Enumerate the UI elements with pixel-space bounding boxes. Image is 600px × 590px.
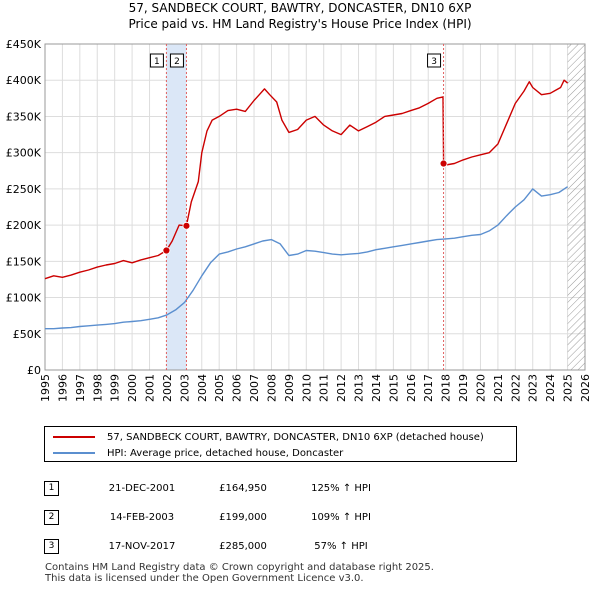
table-row: 1 21-DEC-2001 £164,950 125% ↑ HPI [42,474,396,503]
x-tick-label: 2001 [144,374,157,402]
transaction-number-badge: 1 [44,481,59,496]
transaction-point [162,246,171,255]
chart-title-line2: Price paid vs. HM Land Registry's House … [128,17,472,31]
x-tick-label: 2000 [126,374,139,402]
x-tick-label: 2018 [440,374,453,402]
x-tick-label: 2014 [370,374,383,402]
legend-label-property: 57, SANDBECK COURT, BAWTRY, DONCASTER, D… [107,431,484,443]
legend-item-property: 57, SANDBECK COURT, BAWTRY, DONCASTER, D… [53,429,484,445]
legend-item-hpi: HPI: Average price, detached house, Donc… [53,445,343,461]
transaction-price: £199,000 [219,512,267,523]
y-tick-label: £50K [13,328,42,341]
x-tick-label: 2006 [231,374,244,402]
y-tick-label: £350K [6,110,42,123]
x-tick-label: 2003 [178,374,191,402]
x-tick-label: 2024 [544,374,557,402]
x-tick-label: 2025 [562,374,575,402]
plot-area [45,44,585,370]
y-tick-label: £200K [6,219,42,232]
sale-period-shade [166,44,187,370]
x-tick-label: 1998 [91,374,104,402]
table-row: 3 17-NOV-2017 £285,000 57% ↑ HPI [42,532,396,561]
transaction-hpi-change: 109% ↑ HPI [311,512,371,523]
price-chart: £0 £50K £100K £150K £200K £250K £300K £350K £400… [6,38,592,402]
legend-label-hpi: HPI: Average price, detached house, Donc… [107,447,344,459]
chart-title-line1: 57, SANDBECK COURT, BAWTRY, DONCASTER, D… [128,1,472,15]
transaction-label: 2 [174,57,180,67]
future-hatch-region [567,44,585,370]
y-tick-label: £150K [6,255,42,268]
transaction-point [439,159,448,168]
transaction-number-badge: 3 [44,539,59,554]
transaction-label-box [427,53,442,68]
x-tick-label: 2022 [509,374,522,402]
x-tick-label: 2011 [318,374,331,402]
y-tick-label: £250K [6,183,42,196]
x-tick-label: 2012 [335,374,348,402]
transactions-table: 1 21-DEC-2001 £164,950 125% ↑ HPI 2 14-F… [42,474,396,561]
transaction-price: £285,000 [219,541,267,552]
x-tick-label: 2004 [196,374,209,402]
chart-legend: 57, SANDBECK COURT, BAWTRY, DONCASTER, D… [44,426,517,462]
x-tick-label: 1997 [74,374,87,402]
x-tick-label: 1996 [56,374,69,402]
transaction-date: 21-DEC-2001 [108,483,176,494]
plot-border [44,43,586,371]
x-tick-label: 2010 [300,374,313,402]
y-tick-label: £0 [27,364,41,377]
x-tick-label: 2007 [248,374,261,402]
x-tick-label: 2002 [161,374,174,402]
transaction-point [182,221,191,230]
transaction-label-box [169,53,184,68]
footer-line-licence: This data is licensed under the Open Gov… [45,573,364,584]
transaction-price: £164,950 [219,483,267,494]
x-tick-label: 2009 [283,374,296,402]
y-tick-label: £450K [6,38,42,51]
hpi-series-line [45,186,568,330]
x-tick-label: 1999 [109,374,122,402]
x-tick-label: 1995 [39,374,52,402]
x-tick-label: 2013 [353,374,366,402]
transaction-label: 3 [431,57,437,67]
property-series-line [44,79,569,280]
x-tick-label: 2005 [213,374,226,402]
x-tick-label: 2008 [265,374,278,402]
transaction-hpi-change: 57% ↑ HPI [314,541,368,552]
transaction-hpi-change: 125% ↑ HPI [311,483,371,494]
transaction-label: 1 [154,57,160,67]
footer-attribution: Contains HM Land Registry data © Crown c… [45,562,434,584]
x-tick-label: 2020 [474,374,487,402]
y-tick-label: £300K [6,147,42,160]
x-tick-label: 2016 [405,374,418,402]
footer-line-copyright: Contains HM Land Registry data © Crown c… [45,562,434,573]
transaction-label-box [149,53,164,68]
y-tick-label: £100K [6,292,42,305]
x-tick-label: 2023 [527,374,540,402]
table-row: 2 14-FEB-2003 £199,000 109% ↑ HPI [42,503,396,532]
x-tick-label: 2021 [492,374,505,402]
transaction-date: 17-NOV-2017 [108,541,176,552]
x-tick-label: 2019 [457,374,470,402]
legend-swatch-property [53,436,95,438]
transaction-number-badge: 2 [44,510,59,525]
y-tick-label: £400K [6,74,42,87]
x-tick-label: 2015 [387,374,400,402]
x-tick-label: 2026 [579,374,592,402]
transaction-date: 14-FEB-2003 [109,512,175,523]
x-tick-label: 2017 [422,374,435,402]
legend-swatch-hpi [53,452,95,454]
